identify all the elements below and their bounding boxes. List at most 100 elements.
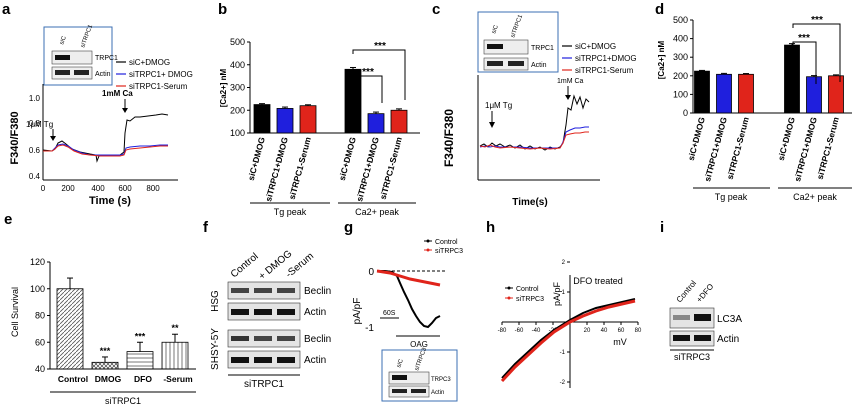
panel-f-band-label-1: Beclin xyxy=(304,286,331,297)
panel-g-blot-label-2: Actin xyxy=(431,390,444,396)
panel-a-annot-tg: 1μM Tg xyxy=(26,120,53,129)
panel-f-band xyxy=(231,336,249,341)
panel-c-legend-3: siTRPC1-Serum xyxy=(575,66,634,75)
panel-d-letter: d xyxy=(655,1,664,18)
panel-h-xtick-label: 20 xyxy=(584,328,591,334)
panel-e-bar xyxy=(91,361,119,370)
panel-a-ytick: 0.6 xyxy=(29,146,41,155)
panel-e-sig-label: ** xyxy=(171,323,179,333)
panel-e-bar xyxy=(126,351,154,370)
panel-g-blot-frame xyxy=(381,349,458,402)
panel-c-blot-label-2: Actin xyxy=(531,62,547,69)
panel-g-trace-sitrpc3 xyxy=(376,269,441,287)
panel-d-group-1: Tg peak xyxy=(715,192,748,202)
panel-g-legend-marker xyxy=(426,239,430,243)
panel-i-band xyxy=(673,315,690,320)
panel-f-band xyxy=(254,357,272,363)
panel-g-ytick-1: -1 xyxy=(365,323,374,334)
panel-c-annot-tg: 1μM Tg xyxy=(485,101,512,110)
panel-c-trace-sitrpc1-dmog xyxy=(479,126,589,149)
panel-d-ytick-label: 200 xyxy=(673,71,688,81)
panel-d-category-label: siTRPC1+DMOG xyxy=(702,116,729,183)
panel-e-sig-label: *** xyxy=(135,331,146,341)
panel-a-blot-label-2: Actin xyxy=(95,71,111,78)
panel-e-group: siTRPC1 xyxy=(105,396,141,406)
panel-f-band xyxy=(231,288,249,293)
panel-f-footer: siTRPC1 xyxy=(244,379,284,390)
panel-a-ytick: 0.4 xyxy=(29,172,41,181)
panel-e-bar xyxy=(56,288,84,370)
panel-i-band xyxy=(694,314,711,321)
panel-i: i Control +DFO LC3A Actin siTRPC3 xyxy=(660,219,742,362)
panel-h-ytick-label: 2 xyxy=(562,260,566,266)
panel-e-letter: e xyxy=(4,211,12,228)
panel-h-ytick-label: -1 xyxy=(560,350,566,356)
panel-b-ylabel: [Ca2+] nM xyxy=(219,68,228,107)
panel-a-blot-frame xyxy=(43,26,113,86)
panel-c-blot-frame xyxy=(477,11,559,73)
panel-b-category-label: siTRPC1-Serum xyxy=(378,136,404,201)
panel-a-ytick: 0.8 xyxy=(29,119,41,128)
panel-c-ylabel: F340/F380 xyxy=(442,109,456,167)
panel-b-bar xyxy=(390,109,408,134)
panel-e-ytick-label: 120 xyxy=(30,257,45,267)
panel-a-trace-sic xyxy=(42,113,169,163)
panel-h-ylabel: pA/pF xyxy=(552,281,562,306)
panel-e-category-label: DMOG xyxy=(95,374,122,384)
panel-c-blot-band xyxy=(487,61,503,66)
panel-i-blot-actin xyxy=(669,330,715,347)
panel-f-letter: f xyxy=(203,219,209,236)
panel-a-xtick: 600 xyxy=(118,184,132,193)
panel-c: c siC siTRPC1 TRPC1 Actin siC+DMOG siTRP… xyxy=(432,1,637,208)
panel-a-xtick: 200 xyxy=(61,184,75,193)
panel-a-xtick: 400 xyxy=(91,184,105,193)
panel-c-blot-band xyxy=(487,44,503,49)
panel-f-cell-1: HSG xyxy=(210,290,221,312)
panel-f-cell-2: SHSY-5Y xyxy=(210,328,221,370)
panel-g-agonist: OAG xyxy=(410,340,428,349)
panel-e-category-label: Control xyxy=(58,374,88,384)
panel-b-sig-bracket xyxy=(352,75,383,103)
panel-e-sig-label: *** xyxy=(100,346,111,356)
panel-h-ytick-label: -2 xyxy=(560,380,566,386)
panel-h-trace-sitrpc3 xyxy=(500,299,636,383)
panel-f-band xyxy=(231,357,249,363)
panel-g-ylabel: pA/pF xyxy=(352,298,363,325)
panel-b-bar xyxy=(276,108,294,134)
panel-g-blot-label-1: TRPC3 xyxy=(431,377,451,383)
panel-e: e Cell Survival 40 60 80 100 120 Control *** D… xyxy=(4,211,196,406)
panel-f-band-label-2: Actin xyxy=(304,307,326,318)
panel-d-ytick-label: 0 xyxy=(683,108,688,118)
panel-h-legend-marker xyxy=(507,286,511,290)
panel-f-lane-1: Control xyxy=(229,251,261,280)
panel-a-trace-sitrpc1-dmog xyxy=(43,143,168,156)
panel-d-group-2: Ca2+ peak xyxy=(793,192,837,202)
panel-i-band xyxy=(673,335,690,341)
panel-h-legend-2: siTRPC3 xyxy=(516,296,544,303)
panel-h-xtick-label: -80 xyxy=(498,328,507,334)
panel-b-letter: b xyxy=(218,1,227,18)
panel-a-xtick: 0 xyxy=(41,184,46,193)
panel-i-footer: siTRPC3 xyxy=(674,352,710,362)
panel-f-band xyxy=(277,288,295,293)
panel-f-band xyxy=(277,357,295,363)
panel-d-sig-bracket xyxy=(792,41,817,84)
panel-b-sig-2: *** xyxy=(362,67,374,78)
panel-h: h DFO treated Control siTRPC3 -80 -60 -40 -… xyxy=(486,219,642,388)
panel-g-blot-lane-1: siC xyxy=(396,358,405,369)
panel-a-ytick: 1.0 xyxy=(29,94,41,103)
panel-e-category-label: DFO xyxy=(134,374,152,384)
panel-b-sig-1: *** xyxy=(374,41,386,52)
panel-a-blot-band xyxy=(55,70,70,75)
panel-a-xlabel: Time (s) xyxy=(89,195,131,207)
panel-h-legend-marker xyxy=(507,296,511,300)
panel-d-category-label: siTRPC1-Serum xyxy=(725,116,751,181)
panel-g-blot-band xyxy=(411,389,426,393)
panel-c-arrowhead xyxy=(489,122,495,128)
panel-a-xtick: 800 xyxy=(146,184,160,193)
panel-c-blot-trpc1 xyxy=(483,39,529,55)
panel-b-ytick-label: 100 xyxy=(230,128,245,138)
panel-c-trace-sitrpc1-serum xyxy=(479,131,589,150)
panel-b-category-label: siTRPC1-Serum xyxy=(287,136,313,201)
panel-d-bar xyxy=(694,70,710,114)
